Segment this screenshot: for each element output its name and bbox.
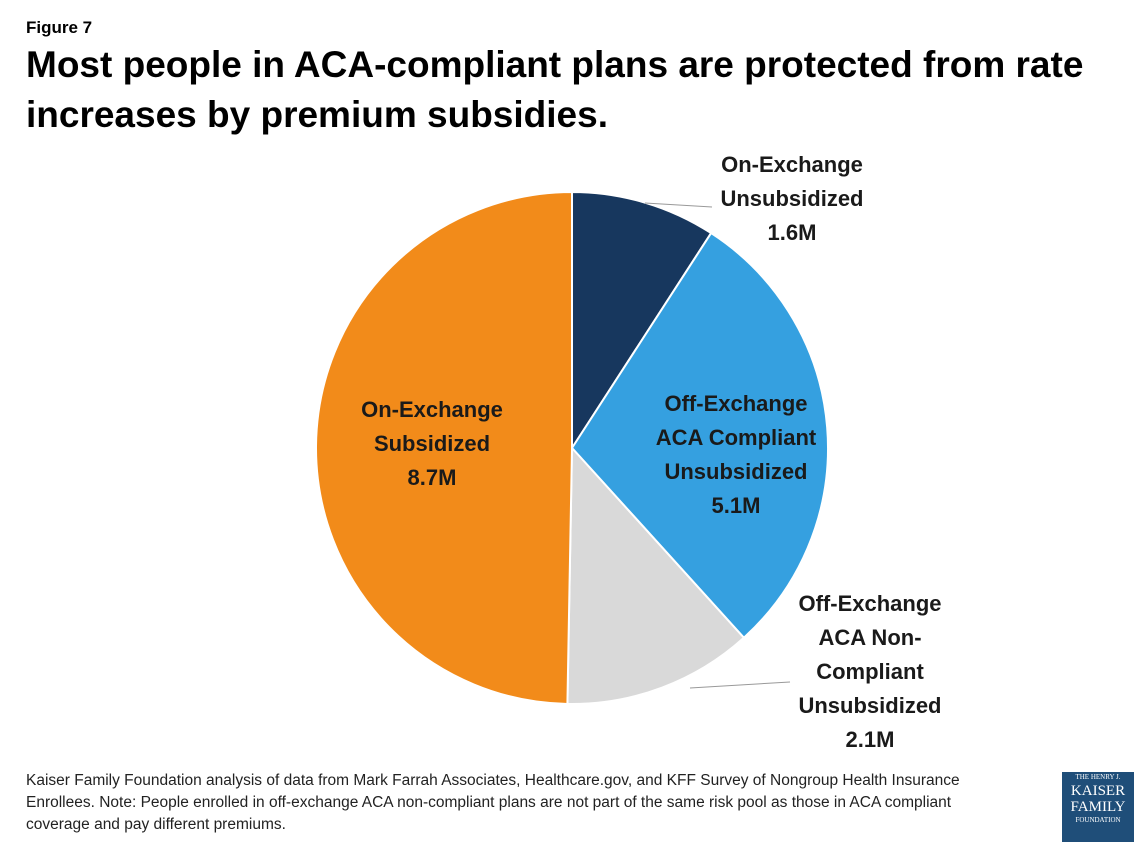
pie-slice (570, 231, 829, 640)
figure-label: Figure 7 (26, 18, 93, 37)
logo-text: THE HENRY J. (1075, 773, 1121, 781)
leader-line (644, 202, 713, 208)
value-label: 5.1M (711, 493, 761, 518)
pie-slice (571, 190, 713, 452)
category-label: On-Exchange Subsidized (361, 397, 503, 456)
category-label: Off-Exchange ACA Non-Compliant Unsubsidi… (798, 591, 942, 718)
value-label: 1.6M (767, 220, 817, 245)
slice-label: Off-Exchange ACA Compliant Unsubsidized 5… (646, 387, 826, 523)
chart-title: Most people in ACA-compliant plans are p… (26, 44, 1084, 135)
value-label: 2.1M (845, 727, 895, 752)
logo: THE HENRY J. KAISER FAMILY FOUNDATION (1062, 772, 1134, 842)
leader-line (689, 681, 791, 689)
category-label: Off-Exchange ACA Compliant Unsubsidized (655, 391, 817, 484)
slice-label: Off-Exchange ACA Non-Compliant Unsubsidi… (785, 587, 955, 757)
logo-text: FOUNDATION (1075, 816, 1121, 824)
pie-slice (314, 190, 573, 705)
source-note: Kaiser Family Foundation analysis of dat… (26, 772, 960, 833)
category-label: On-Exchange Unsubsidized (720, 152, 864, 211)
logo-text: KAISER (1070, 783, 1126, 799)
slice-label: On-Exchange Unsubsidized 1.6M (705, 148, 880, 250)
slice-label: On-Exchange Subsidized 8.7M (352, 393, 512, 495)
value-label: 8.7M (407, 465, 457, 490)
logo-text: FAMILY (1070, 799, 1126, 815)
pie-slice (566, 445, 746, 705)
